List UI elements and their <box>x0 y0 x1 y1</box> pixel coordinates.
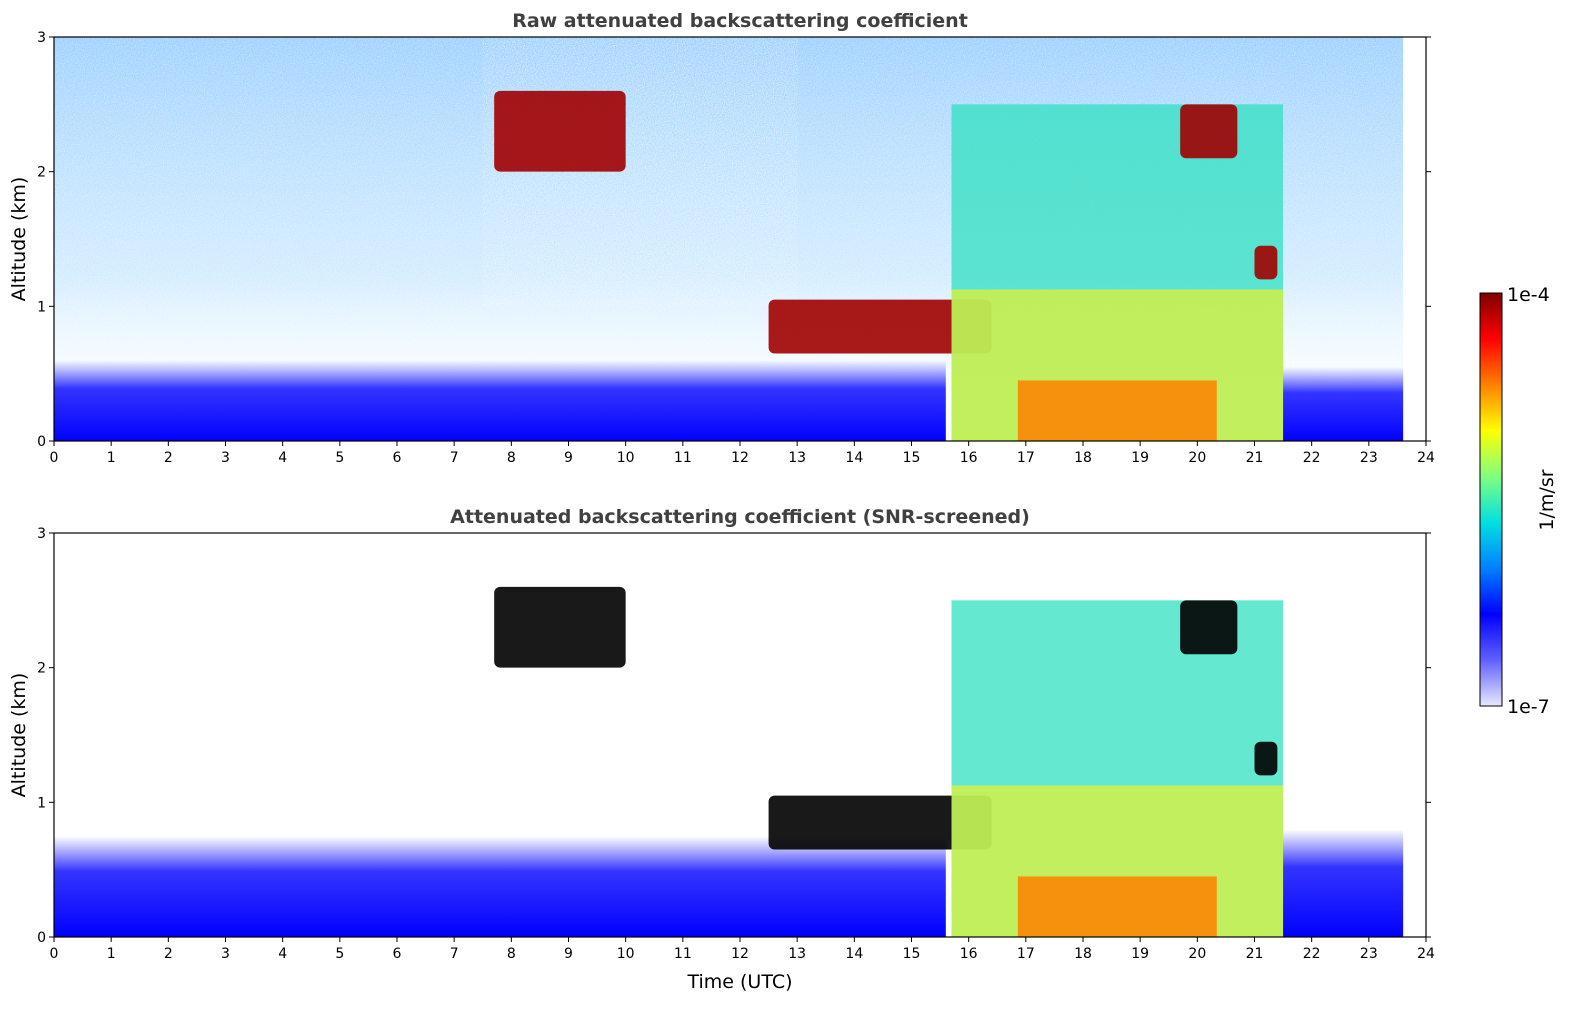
x-tick-label: 5 <box>335 450 344 466</box>
x-tick-label: 7 <box>450 450 459 466</box>
cloud-layer <box>494 587 625 668</box>
y-tick-label: 1 <box>37 795 46 811</box>
x-tick-label: 21 <box>1246 946 1264 962</box>
x-tick-label: 4 <box>278 450 287 466</box>
y-tick-label: 1 <box>37 299 46 315</box>
x-tick-label: 18 <box>1074 946 1092 962</box>
screened-backscatter-panel: Attenuated backscattering coefficient (S… <box>8 506 1435 993</box>
x-tick-label: 23 <box>1360 450 1378 466</box>
x-tick-label: 15 <box>903 450 921 466</box>
y-tick-label: 0 <box>37 434 46 450</box>
x-axis-label: Time (UTC) <box>686 971 792 993</box>
x-tick-label: 2 <box>164 946 173 962</box>
x-ticks-raw: 0123456789101112131415161718192021222324 <box>50 441 1435 466</box>
x-tick-label: 8 <box>507 450 516 466</box>
x-tick-label: 9 <box>564 946 573 962</box>
raw-backscatter-panel: Raw attenuated backscattering coefficien… <box>8 10 1435 466</box>
y-axis-label-raw: Altitude (km) <box>8 177 30 302</box>
x-tick-label: 16 <box>960 450 978 466</box>
colorbar-unit-label: 1/m/sr <box>1536 469 1558 530</box>
x-tick-label: 5 <box>335 946 344 962</box>
colorbar-min-label: 1e-7 <box>1507 696 1550 718</box>
x-tick-label: 22 <box>1303 450 1321 466</box>
x-tick-label: 20 <box>1188 450 1206 466</box>
x-tick-label: 24 <box>1417 450 1435 466</box>
colorbar: 1e-4 1e-7 1/m/sr <box>1480 284 1558 718</box>
y-tick-label: 0 <box>37 930 46 946</box>
y-tick-label: 2 <box>37 661 46 677</box>
x-tick-label: 22 <box>1303 946 1321 962</box>
x-tick-label: 23 <box>1360 946 1378 962</box>
boundary-layer <box>1283 367 1403 441</box>
x-tick-label: 14 <box>845 946 863 962</box>
panel-title-raw: Raw attenuated backscattering coefficien… <box>512 10 968 32</box>
boundary-layer <box>54 360 946 441</box>
boundary-layer <box>1283 829 1403 937</box>
colorbar-scale <box>1480 293 1502 706</box>
x-tick-label: 10 <box>617 450 635 466</box>
screened-backscatter-heatmap <box>54 587 1403 937</box>
x-tick-label: 0 <box>50 946 59 962</box>
panel-title-screened: Attenuated backscattering coefficient (S… <box>450 506 1030 528</box>
x-tick-label: 1 <box>107 946 116 962</box>
x-tick-label: 2 <box>164 450 173 466</box>
x-tick-label: 15 <box>903 946 921 962</box>
boundary-layer <box>54 836 946 937</box>
x-tick-label: 21 <box>1246 450 1264 466</box>
x-tick-label: 19 <box>1131 946 1149 962</box>
x-tick-label: 9 <box>564 450 573 466</box>
x-tick-label: 16 <box>960 946 978 962</box>
x-tick-label: 19 <box>1131 450 1149 466</box>
x-tick-label: 24 <box>1417 946 1435 962</box>
x-tick-label: 6 <box>393 946 402 962</box>
x-tick-label: 4 <box>278 946 287 962</box>
x-tick-label: 1 <box>107 450 116 466</box>
x-tick-label: 6 <box>393 450 402 466</box>
raw-backscatter-heatmap <box>54 37 1403 441</box>
x-tick-label: 17 <box>1017 450 1035 466</box>
x-tick-label: 20 <box>1188 946 1206 962</box>
x-tick-label: 18 <box>1074 450 1092 466</box>
x-tick-label: 3 <box>221 450 230 466</box>
cloud-layer <box>1255 246 1278 280</box>
x-tick-label: 11 <box>674 946 692 962</box>
cloud-layer <box>1255 742 1278 776</box>
x-tick-label: 13 <box>788 450 806 466</box>
x-tick-label: 12 <box>731 946 749 962</box>
y-tick-label: 3 <box>37 526 46 542</box>
cloud-layer <box>1180 104 1237 158</box>
cloud-layer <box>494 91 625 172</box>
x-tick-label: 11 <box>674 450 692 466</box>
x-tick-label: 3 <box>221 946 230 962</box>
x-tick-label: 7 <box>450 946 459 962</box>
x-ticks-screened: 0123456789101112131415161718192021222324 <box>50 937 1435 962</box>
y-tick-label: 2 <box>37 165 46 181</box>
x-tick-label: 14 <box>845 450 863 466</box>
precipitation-core <box>1018 876 1217 937</box>
x-tick-label: 17 <box>1017 946 1035 962</box>
x-tick-label: 12 <box>731 450 749 466</box>
x-tick-label: 8 <box>507 946 516 962</box>
colorbar-max-label: 1e-4 <box>1507 284 1550 306</box>
cloud-layer <box>1180 600 1237 654</box>
y-axis-label-screened: Altitude (km) <box>8 673 30 798</box>
y-tick-label: 3 <box>37 30 46 46</box>
x-tick-label: 10 <box>617 946 635 962</box>
precipitation-core <box>1018 380 1217 441</box>
x-tick-label: 13 <box>788 946 806 962</box>
x-tick-label: 0 <box>50 450 59 466</box>
